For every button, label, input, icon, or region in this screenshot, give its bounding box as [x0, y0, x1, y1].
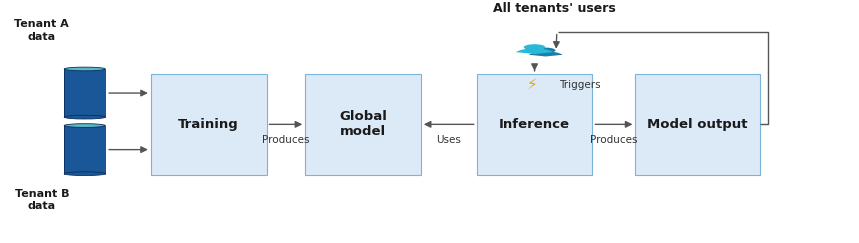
Ellipse shape: [64, 115, 106, 119]
FancyBboxPatch shape: [636, 74, 759, 175]
Text: Produces: Produces: [590, 135, 637, 145]
Text: Uses: Uses: [436, 135, 461, 145]
Text: Inference: Inference: [499, 118, 570, 131]
Ellipse shape: [64, 124, 106, 127]
Text: Tenant A
data: Tenant A data: [15, 19, 70, 42]
Ellipse shape: [64, 172, 106, 175]
Wedge shape: [516, 48, 553, 54]
Bar: [64, 126, 106, 174]
Text: Global
model: Global model: [339, 110, 387, 138]
Text: Tenant B
data: Tenant B data: [15, 189, 69, 211]
Text: Training: Training: [179, 118, 239, 131]
Circle shape: [536, 48, 556, 53]
Text: ⚡: ⚡: [527, 77, 538, 92]
Text: Triggers: Triggers: [559, 80, 601, 90]
Text: Model output: Model output: [647, 118, 747, 131]
Wedge shape: [529, 52, 563, 56]
Text: All tenants' users: All tenants' users: [493, 2, 616, 15]
FancyBboxPatch shape: [151, 74, 266, 175]
FancyBboxPatch shape: [477, 74, 593, 175]
Circle shape: [524, 44, 545, 50]
FancyBboxPatch shape: [305, 74, 421, 175]
Ellipse shape: [64, 67, 106, 71]
Bar: [64, 69, 106, 117]
Text: Produces: Produces: [262, 135, 309, 145]
